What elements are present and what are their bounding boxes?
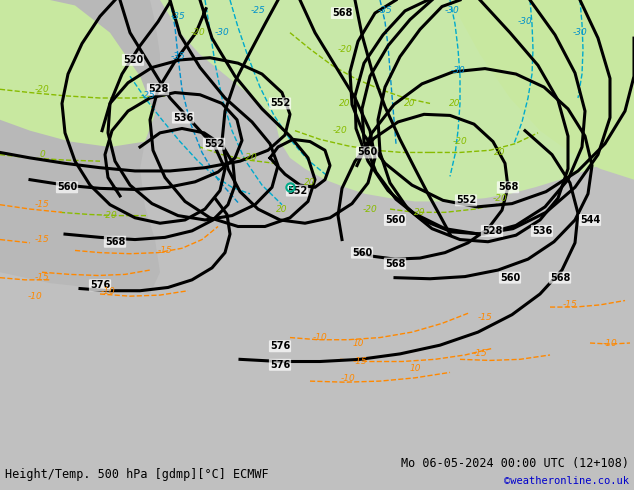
Text: 576: 576: [90, 280, 110, 290]
Text: Height/Temp. 500 hPa [gdmp][°C] ECMWF: Height/Temp. 500 hPa [gdmp][°C] ECMWF: [5, 468, 269, 481]
Text: 552: 552: [456, 196, 476, 205]
Text: -30: -30: [215, 28, 230, 37]
Text: 576: 576: [270, 341, 290, 351]
Text: -20: -20: [191, 28, 205, 37]
Text: -10: -10: [101, 287, 115, 296]
Text: Mo 06-05-2024 00:00 UTC (12+108): Mo 06-05-2024 00:00 UTC (12+108): [401, 457, 629, 470]
Text: 20: 20: [414, 208, 426, 217]
Text: 520: 520: [123, 55, 143, 65]
Text: -15: -15: [472, 349, 488, 358]
Text: -20: -20: [103, 211, 117, 220]
Text: -10: -10: [340, 374, 356, 384]
Text: -20: -20: [493, 194, 507, 203]
Text: 560: 560: [357, 147, 377, 157]
Text: -10: -10: [313, 333, 327, 342]
Text: 528: 528: [148, 84, 168, 94]
Text: -15: -15: [35, 200, 49, 209]
Text: -10: -10: [28, 292, 42, 301]
Text: 20: 20: [339, 99, 351, 108]
Text: 552: 552: [270, 98, 290, 108]
Text: 20: 20: [404, 99, 416, 108]
Text: -15: -15: [158, 246, 172, 255]
Polygon shape: [0, 0, 160, 294]
Text: 568: 568: [332, 8, 353, 18]
Text: 568: 568: [550, 272, 570, 283]
Text: -35: -35: [378, 6, 392, 15]
Text: -20: -20: [363, 204, 377, 214]
Text: 528: 528: [482, 226, 502, 236]
Polygon shape: [0, 0, 155, 147]
Text: 560: 560: [385, 215, 405, 225]
Text: 20: 20: [495, 148, 506, 157]
Text: -20: -20: [338, 45, 353, 53]
Text: -15: -15: [477, 314, 493, 322]
Text: 560: 560: [57, 182, 77, 192]
Text: 10: 10: [410, 364, 421, 372]
Text: 20: 20: [304, 178, 316, 188]
Text: 544: 544: [580, 215, 600, 225]
Text: 568: 568: [498, 182, 518, 192]
Text: -30: -30: [451, 66, 465, 75]
Text: 20: 20: [450, 99, 461, 108]
Text: 0: 0: [39, 150, 45, 159]
Polygon shape: [160, 0, 634, 201]
Text: -35: -35: [171, 12, 185, 21]
Text: -10: -10: [603, 339, 618, 347]
Text: ©weatheronline.co.uk: ©weatheronline.co.uk: [504, 476, 629, 486]
Text: -15: -15: [562, 300, 578, 309]
Text: 552: 552: [204, 139, 224, 149]
Text: -15: -15: [35, 273, 49, 282]
Text: -20: -20: [453, 137, 467, 146]
Text: -20: -20: [35, 85, 49, 94]
Text: -15: -15: [35, 235, 49, 244]
Text: 568: 568: [105, 237, 125, 247]
Text: -30: -30: [573, 28, 587, 37]
Text: -20: -20: [243, 153, 257, 162]
Text: -25: -25: [250, 6, 266, 15]
Text: 536: 536: [532, 226, 552, 236]
Text: -25: -25: [141, 91, 155, 100]
Text: 560: 560: [500, 272, 520, 283]
Text: -35: -35: [171, 52, 185, 61]
Polygon shape: [450, 0, 634, 180]
Text: 568: 568: [385, 259, 405, 269]
Text: -30: -30: [517, 17, 533, 26]
Text: -30: -30: [444, 6, 460, 15]
Text: 536: 536: [173, 113, 193, 122]
Text: -20: -20: [333, 126, 347, 135]
Text: 560: 560: [352, 247, 372, 258]
Text: 20: 20: [276, 204, 288, 214]
Text: 10: 10: [353, 339, 364, 347]
Text: -15: -15: [353, 357, 367, 366]
Text: 552: 552: [287, 186, 307, 196]
Text: 576: 576: [270, 360, 290, 370]
